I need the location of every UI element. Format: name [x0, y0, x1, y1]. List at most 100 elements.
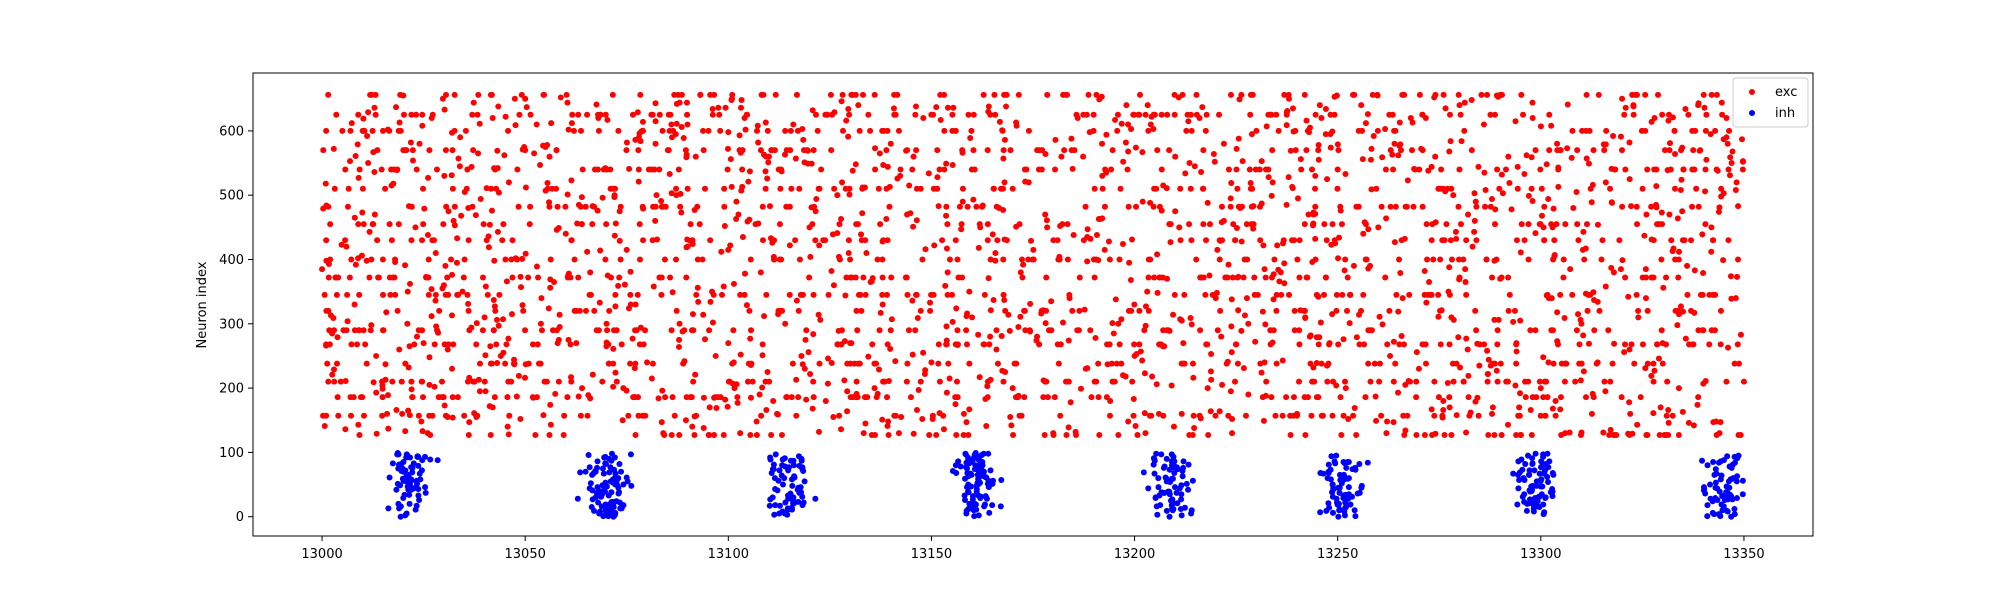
exc-point — [1465, 394, 1472, 401]
exc-point — [1203, 341, 1210, 348]
exc-point — [325, 260, 332, 267]
exc-point — [606, 307, 613, 314]
exc-point — [771, 256, 778, 263]
exc-point — [1283, 394, 1290, 401]
exc-point — [1684, 291, 1691, 298]
exc-point — [736, 147, 743, 154]
exc-point — [1120, 372, 1127, 379]
inh-point — [983, 495, 990, 502]
inh-point — [1325, 468, 1332, 475]
exc-point — [1441, 432, 1448, 439]
exc-point — [715, 394, 721, 401]
exc-point — [943, 212, 950, 219]
exc-point — [886, 203, 893, 210]
exc-point — [909, 351, 916, 358]
exc-point — [640, 341, 647, 348]
exc-point — [1618, 394, 1625, 401]
exc-point — [1484, 378, 1491, 385]
exc-point — [736, 132, 743, 139]
exc-point — [652, 140, 659, 147]
exc-point — [1294, 256, 1301, 263]
exc-point — [348, 120, 355, 127]
exc-point — [441, 172, 448, 179]
exc-point — [1421, 291, 1428, 298]
exc-point — [494, 228, 501, 235]
exc-point — [1337, 394, 1344, 401]
exc-point — [1617, 133, 1624, 140]
exc-point — [637, 91, 644, 98]
exc-point — [1708, 248, 1715, 255]
exc-point — [1510, 318, 1517, 325]
exc-point — [1154, 289, 1161, 296]
exc-point — [396, 346, 403, 353]
exc-point — [1619, 257, 1626, 264]
exc-point — [842, 185, 849, 192]
exc-point — [538, 295, 545, 302]
exc-point — [1307, 124, 1313, 131]
exc-point — [855, 102, 862, 109]
exc-point — [1445, 288, 1452, 295]
exc-point — [1570, 205, 1577, 212]
exc-point — [1455, 203, 1462, 210]
exc-point — [762, 168, 769, 175]
exc-point — [1367, 378, 1374, 385]
exc-point — [1340, 412, 1347, 419]
inh-point — [1160, 489, 1167, 496]
exc-point — [1428, 237, 1435, 244]
exc-point — [1164, 111, 1171, 118]
inh-point — [1345, 475, 1352, 482]
exc-point — [519, 302, 526, 309]
exc-point — [1537, 412, 1544, 419]
exc-point — [1580, 332, 1587, 339]
exc-point — [374, 237, 381, 244]
exc-point — [533, 121, 540, 128]
exc-point — [1080, 237, 1087, 244]
exc-point — [1648, 118, 1655, 125]
exc-point — [454, 394, 461, 401]
exc-point — [701, 185, 708, 192]
exc-point — [1228, 296, 1235, 303]
exc-point — [384, 410, 391, 417]
exc-point — [1339, 291, 1346, 298]
exc-point — [1346, 320, 1353, 327]
exc-point — [943, 203, 950, 210]
exc-point — [994, 237, 1001, 244]
exc-point — [582, 203, 589, 210]
exc-point — [1263, 378, 1270, 385]
exc-point — [860, 274, 867, 281]
inh-point — [1174, 466, 1181, 473]
exc-point — [1334, 166, 1341, 173]
exc-point — [1643, 211, 1650, 218]
exc-point — [930, 291, 937, 298]
exc-point — [1263, 123, 1270, 130]
exc-point — [681, 327, 688, 334]
exc-point — [673, 192, 680, 199]
exc-point — [1492, 111, 1499, 118]
exc-point — [1682, 106, 1689, 113]
exc-point — [1461, 127, 1468, 134]
exc-point — [1675, 432, 1682, 439]
inh-point — [962, 451, 969, 458]
inh-point — [618, 468, 625, 475]
exc-point — [587, 269, 594, 276]
inh-point — [800, 468, 807, 475]
inh-point — [776, 467, 783, 474]
exc-point — [1323, 237, 1330, 244]
exc-point — [1516, 412, 1523, 419]
exc-point — [1256, 166, 1263, 173]
exc-point — [1540, 224, 1547, 231]
exc-point — [392, 291, 399, 298]
inh-point — [1151, 470, 1158, 477]
exc-point — [1472, 198, 1479, 205]
exc-point — [329, 371, 336, 378]
inh-point — [784, 506, 791, 513]
inh-point — [1335, 502, 1342, 509]
exc-point — [453, 259, 460, 266]
exc-point — [451, 222, 458, 229]
inh-point — [1533, 478, 1540, 485]
exc-point — [1700, 269, 1707, 276]
exc-point — [1506, 179, 1513, 186]
exc-point — [379, 394, 386, 401]
exc-point — [1303, 117, 1310, 124]
exc-point — [564, 274, 571, 281]
